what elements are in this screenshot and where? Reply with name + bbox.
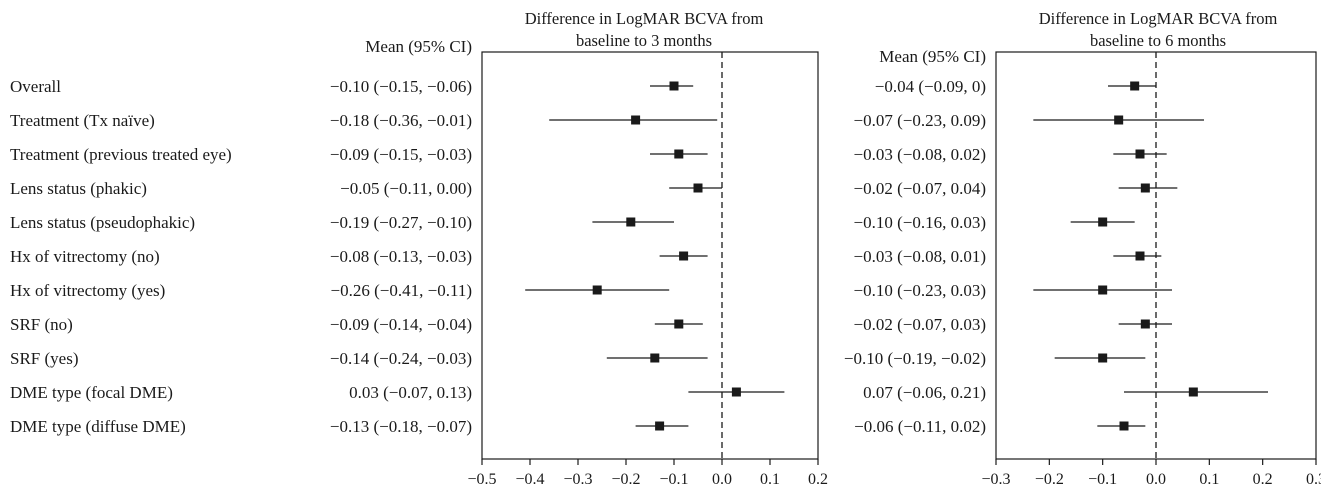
row-label: Lens status (pseudophakic)	[10, 213, 195, 232]
x-tick-label: −0.1	[659, 471, 688, 488]
forest-panel-3-months: Difference in LogMAR BCVA from baseline …	[330, 9, 828, 488]
point-estimate	[1130, 82, 1139, 91]
ci-label: −0.09 (−0.15, −0.03)	[330, 145, 472, 164]
plot-title-line-2: baseline to 3 months	[576, 31, 712, 50]
point-estimate	[650, 354, 659, 363]
estimate-marks	[525, 82, 784, 431]
x-tick-label: 0.3	[1306, 471, 1321, 488]
ci-label: −0.05 (−0.11, 0.00)	[340, 179, 472, 198]
row-label: SRF (no)	[10, 315, 73, 334]
ci-column-header: Mean (95% CI)	[879, 47, 986, 66]
ci-label: −0.26 (−0.41, −0.11)	[331, 281, 472, 300]
x-axis-ticks: −0.5 −0.4 −0.3 −0.2 −0.1 0.0 0.1 0.2	[467, 459, 828, 488]
ci-label: −0.07 (−0.23, 0.09)	[854, 111, 987, 130]
point-estimate	[674, 320, 683, 329]
x-tick-label: −0.3	[981, 471, 1010, 488]
x-tick-label: −0.4	[515, 471, 544, 488]
point-estimate	[1141, 184, 1150, 193]
x-tick-label: 0.2	[808, 471, 828, 488]
forest-panel-6-months: Difference in LogMAR BCVA from baseline …	[844, 9, 1321, 488]
point-estimate	[1189, 388, 1198, 397]
row-label: Lens status (phakic)	[10, 179, 147, 198]
x-tick-label: 0.1	[760, 471, 780, 488]
point-estimate	[1120, 422, 1129, 431]
row-label: Overall	[10, 77, 61, 96]
plot-title-line-2: baseline to 6 months	[1090, 31, 1226, 50]
ci-label: 0.07 (−0.06, 0.21)	[863, 383, 986, 402]
x-axis-ticks: −0.3 −0.2 −0.1 0.0 0.1 0.2 0.3	[981, 459, 1321, 488]
row-label: DME type (diffuse DME)	[10, 417, 186, 436]
row-label: Treatment (previous treated eye)	[10, 145, 232, 164]
x-tick-label: 0.0	[712, 471, 732, 488]
row-label: Treatment (Tx naïve)	[10, 111, 155, 130]
row-label: Hx of vitrectomy (yes)	[10, 281, 165, 300]
x-tick-label: −0.3	[563, 471, 592, 488]
x-tick-label: 0.0	[1146, 471, 1166, 488]
point-estimate	[631, 116, 640, 125]
point-estimate	[593, 286, 602, 295]
ci-label: 0.03 (−0.07, 0.13)	[349, 383, 472, 402]
point-estimate	[1136, 252, 1145, 261]
row-label: SRF (yes)	[10, 349, 78, 368]
ci-label: −0.03 (−0.08, 0.02)	[854, 145, 987, 164]
point-estimate	[1136, 150, 1145, 159]
ci-label: −0.08 (−0.13, −0.03)	[330, 247, 472, 266]
point-estimate	[670, 82, 679, 91]
ci-label: −0.02 (−0.07, 0.04)	[854, 179, 987, 198]
ci-label: −0.10 (−0.19, −0.02)	[844, 349, 986, 368]
ci-label: −0.02 (−0.07, 0.03)	[854, 315, 987, 334]
x-tick-label: −0.5	[467, 471, 496, 488]
point-estimate	[694, 184, 703, 193]
ci-label: −0.10 (−0.15, −0.06)	[330, 77, 472, 96]
ci-column-header: Mean (95% CI)	[365, 37, 472, 56]
ci-label: −0.06 (−0.11, 0.02)	[854, 417, 986, 436]
point-estimate	[655, 422, 664, 431]
point-estimate	[732, 388, 741, 397]
point-estimate	[1141, 320, 1150, 329]
ci-label: −0.18 (−0.36, −0.01)	[330, 111, 472, 130]
point-estimate	[1098, 218, 1107, 227]
row-label: Hx of vitrectomy (no)	[10, 247, 160, 266]
point-estimate	[1098, 354, 1107, 363]
point-estimate	[679, 252, 688, 261]
x-tick-label: 0.2	[1253, 471, 1273, 488]
ci-label: −0.09 (−0.14, −0.04)	[330, 315, 472, 334]
ci-labels: −0.04 (−0.09, 0) −0.07 (−0.23, 0.09) −0.03…	[844, 77, 986, 436]
ci-label: −0.13 (−0.18, −0.07)	[330, 417, 472, 436]
x-tick-label: 0.1	[1199, 471, 1219, 488]
x-tick-label: −0.1	[1088, 471, 1117, 488]
row-labels: Overall Treatment (Tx naïve) Treatment (pr…	[10, 77, 232, 436]
x-tick-label: −0.2	[611, 471, 640, 488]
estimate-marks	[1033, 82, 1268, 431]
x-tick-label: −0.2	[1035, 471, 1064, 488]
point-estimate	[674, 150, 683, 159]
ci-label: −0.19 (−0.27, −0.10)	[330, 213, 472, 232]
ci-label: −0.14 (−0.24, −0.03)	[330, 349, 472, 368]
point-estimate	[1098, 286, 1107, 295]
ci-label: −0.04 (−0.09, 0)	[875, 77, 986, 96]
point-estimate	[1114, 116, 1123, 125]
row-label: DME type (focal DME)	[10, 383, 173, 402]
plot-title-line-1: Difference in LogMAR BCVA from	[1039, 9, 1278, 28]
point-estimate	[626, 218, 635, 227]
plot-title-line-1: Difference in LogMAR BCVA from	[525, 9, 764, 28]
ci-label: −0.03 (−0.08, 0.01)	[854, 247, 987, 266]
ci-label: −0.10 (−0.16, 0.03)	[854, 213, 987, 232]
plot-frame	[482, 52, 818, 459]
ci-labels: −0.10 (−0.15, −0.06) −0.18 (−0.36, −0.01)…	[330, 77, 472, 436]
ci-label: −0.10 (−0.23, 0.03)	[854, 281, 987, 300]
